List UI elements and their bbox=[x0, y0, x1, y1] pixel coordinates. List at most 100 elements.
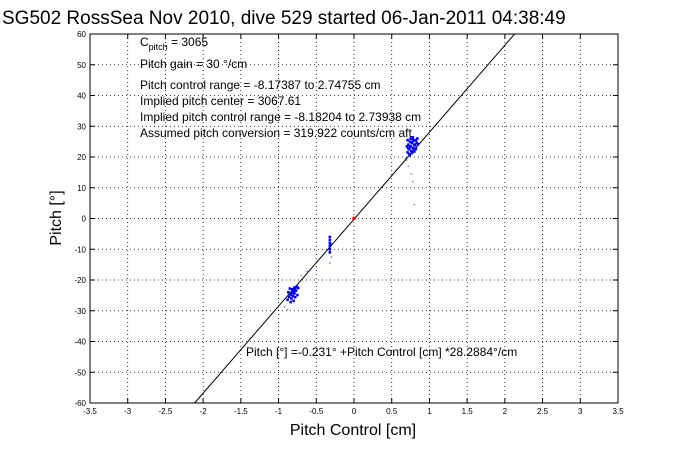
control-range-annotation: Pitch control range = -8.17387 to 2.7475… bbox=[140, 78, 381, 92]
data-point bbox=[293, 295, 297, 299]
grid bbox=[90, 34, 618, 403]
data-point-faint bbox=[283, 306, 286, 308]
x-tick-label: 0 bbox=[352, 407, 357, 416]
x-tick-label: 1 bbox=[427, 407, 432, 416]
data-point bbox=[408, 145, 412, 149]
data-point bbox=[328, 235, 332, 239]
implied-center-annotation: Implied pitch center = 3067.61 bbox=[140, 94, 301, 108]
cpitch-annotation: Cpitch = 3065 bbox=[140, 35, 208, 52]
data-point bbox=[416, 142, 420, 146]
data-point-faint bbox=[286, 308, 289, 311]
data-point bbox=[411, 136, 415, 139]
data-point bbox=[412, 147, 415, 150]
data-point-faint bbox=[300, 274, 302, 277]
center-point bbox=[352, 216, 356, 221]
data-point bbox=[409, 137, 412, 140]
cpitch-main: C bbox=[140, 35, 149, 49]
x-tick-label: 2.5 bbox=[537, 407, 549, 416]
x-tick-label: -1 bbox=[275, 407, 283, 416]
data-point bbox=[289, 300, 292, 304]
data-point bbox=[411, 137, 415, 141]
data-point bbox=[292, 289, 295, 293]
pitch-gain-annotation: Pitch gain = 30 °/cm bbox=[140, 57, 247, 71]
data-point-faint bbox=[412, 180, 414, 183]
data-point-faint bbox=[410, 173, 413, 175]
y-tick-label: -20 bbox=[74, 276, 86, 285]
data-point bbox=[328, 251, 332, 254]
fit-equation-annotation: Pitch [°] =-0.231° +Pitch Control [cm] *… bbox=[246, 345, 517, 359]
cpitch-subscript: pitch bbox=[149, 42, 168, 52]
center-point-layer bbox=[352, 216, 356, 221]
data-point bbox=[287, 295, 291, 299]
data-point-faint bbox=[306, 270, 309, 273]
conversion-annotation: Assumed pitch conversion = 319.922 count… bbox=[140, 126, 412, 140]
data-point bbox=[286, 298, 289, 301]
data-point bbox=[414, 138, 418, 142]
data-point bbox=[291, 294, 295, 298]
x-tick-label: -1.5 bbox=[234, 407, 248, 416]
y-tick-label: 50 bbox=[77, 61, 86, 70]
x-tick-label: 2 bbox=[503, 407, 508, 416]
data-point bbox=[329, 243, 332, 246]
data-point-faint bbox=[329, 262, 331, 264]
x-tick-label: 1.5 bbox=[462, 407, 474, 416]
y-tick-label: -30 bbox=[74, 307, 86, 316]
x-axis-label: Pitch Control [cm] bbox=[290, 422, 416, 439]
y-tick-label: 60 bbox=[77, 30, 86, 39]
data-point bbox=[288, 287, 292, 290]
implied-range-annotation: Implied pitch control range = -8.18204 t… bbox=[140, 110, 421, 124]
data-point bbox=[410, 149, 413, 153]
y-tick-label: -40 bbox=[74, 338, 86, 347]
x-tick-label: 0.5 bbox=[386, 407, 398, 416]
data-point bbox=[406, 138, 409, 142]
annotation-block: Cpitch = 3065 Pitch gain = 30 °/cm Pitch… bbox=[140, 35, 517, 359]
chart-title: SG502 RossSea Nov 2010, dive 529 started… bbox=[2, 8, 566, 29]
data-point bbox=[293, 287, 297, 291]
data-point bbox=[296, 293, 299, 297]
y-tick-label: 0 bbox=[82, 215, 87, 224]
y-tick-label: 20 bbox=[77, 153, 86, 162]
y-tick-label: 30 bbox=[77, 122, 86, 131]
data-point bbox=[407, 147, 410, 150]
data-point bbox=[416, 137, 419, 140]
data-point bbox=[410, 151, 414, 155]
data-point bbox=[406, 151, 409, 154]
data-point bbox=[413, 150, 416, 153]
data-point bbox=[293, 286, 296, 289]
data-point bbox=[294, 289, 298, 293]
data-point-faint bbox=[330, 256, 333, 258]
y-tick-label: 40 bbox=[77, 92, 86, 101]
data-point bbox=[412, 139, 415, 143]
data-point bbox=[414, 147, 418, 151]
data-point bbox=[289, 293, 292, 297]
x-tick-label: 3.5 bbox=[612, 407, 624, 416]
data-point bbox=[328, 244, 332, 248]
data-point bbox=[408, 140, 412, 143]
y-tick-label: 10 bbox=[77, 184, 86, 193]
y-tick-label: -10 bbox=[74, 245, 86, 254]
data-point bbox=[405, 145, 409, 148]
y-axis-label: Pitch [°] bbox=[48, 190, 65, 245]
data-point-faint bbox=[407, 165, 410, 168]
data-point bbox=[415, 141, 418, 145]
cpitch-value: = 3065 bbox=[168, 35, 209, 49]
x-axis-ticks: -3.5 -3 -2.5 -2 -1.5 -1 -0.5 0 0.5 1 1.5 2 2.5 3 3.5 bbox=[83, 34, 624, 416]
data-point bbox=[292, 299, 295, 303]
data-point bbox=[328, 238, 332, 242]
data-point bbox=[295, 285, 298, 289]
x-tick-label: -3.5 bbox=[83, 407, 97, 416]
data-point bbox=[287, 291, 290, 294]
data-point bbox=[290, 287, 294, 291]
data-point bbox=[328, 241, 332, 245]
x-tick-label: -2.5 bbox=[159, 407, 173, 416]
data-point bbox=[296, 286, 300, 290]
data-point-faint bbox=[413, 203, 416, 206]
y-tick-label: -50 bbox=[74, 368, 86, 377]
y-axis-ticks: -60 -50 -40 -30 -20 -10 0 10 20 30 40 50 60 bbox=[74, 30, 618, 408]
data-point bbox=[328, 247, 332, 251]
data-point-faint bbox=[404, 157, 407, 160]
data-point bbox=[290, 297, 293, 300]
x-tick-label: 3 bbox=[578, 407, 583, 416]
y-tick-label: -60 bbox=[74, 399, 86, 408]
